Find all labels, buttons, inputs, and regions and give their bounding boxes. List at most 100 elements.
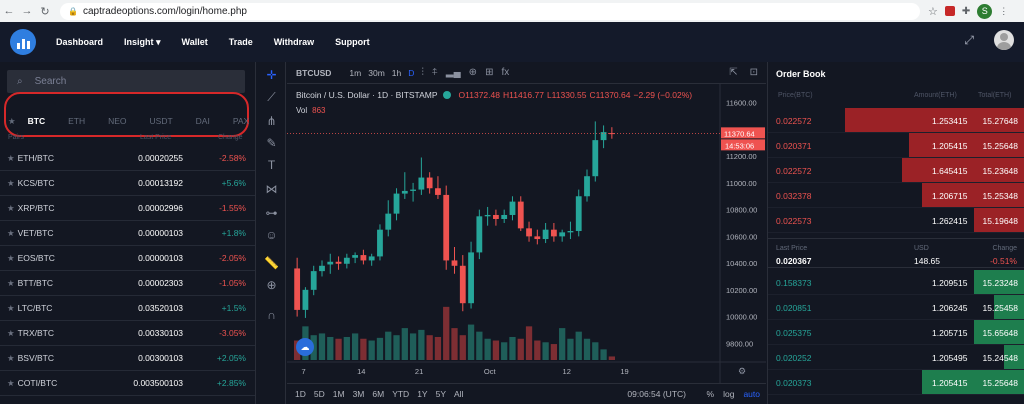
candle-style-icon[interactable]: ⍏: [431, 67, 438, 78]
bids-row[interactable]: 0.158373 1.209515 15.23248: [768, 270, 1024, 295]
asks-row[interactable]: 0.022572 1.253415 15.27648: [768, 108, 1024, 133]
user-avatar[interactable]: [994, 30, 1014, 50]
expand-chart-icon[interactable]: ⇱: [729, 67, 738, 78]
extension-icon[interactable]: [944, 6, 955, 16]
quote-tab[interactable]: USDT: [149, 116, 173, 126]
profile-avatar[interactable]: S: [977, 3, 993, 19]
camera-icon[interactable]: ⊡: [749, 67, 758, 78]
star-icon[interactable]: ★: [7, 202, 15, 213]
pattern-icon[interactable]: ⋈: [265, 182, 278, 196]
star-icon[interactable]: ★: [7, 327, 15, 338]
star-icon[interactable]: ★: [7, 352, 15, 363]
asks-row[interactable]: 0.020371 1.205415 15.25648: [768, 133, 1024, 158]
crosshair-icon[interactable]: ✛: [266, 68, 277, 82]
pair-row[interactable]: ★ TRX/BTC 0.00330103 -3.05%: [0, 321, 255, 346]
range-button[interactable]: 5D: [313, 389, 325, 399]
star-icon[interactable]: ★: [7, 152, 15, 163]
pair-row[interactable]: ★ BTT/BTC 0.00002303 -1.05%: [0, 271, 255, 296]
pair-row[interactable]: ★ ETH/BTC 0.00020255 -2.58%: [0, 146, 255, 171]
range-button[interactable]: 6M: [372, 389, 385, 399]
asks-row[interactable]: 0.022572 1.645415 15.23648: [768, 158, 1024, 183]
menu-icon[interactable]: ⋮: [999, 5, 1009, 16]
star-icon[interactable]: ★: [7, 277, 15, 288]
range-button[interactable]: YTD: [392, 389, 410, 399]
emoji-icon[interactable]: ☺: [265, 228, 278, 242]
timeframe-button[interactable]: 1h: [391, 67, 402, 78]
range-button[interactable]: 3M: [352, 389, 365, 399]
bids-row[interactable]: 0.020373 1.205415 15.25648: [768, 370, 1024, 395]
candle-body: [418, 177, 425, 190]
price-chart[interactable]: 9800.00 10000.00 10200.00 10400.00 10600.00 1…: [287, 84, 766, 383]
nav-item[interactable]: Insight ▾: [124, 36, 161, 47]
symbol-label[interactable]: BTCUSD: [296, 67, 332, 78]
measure-icon[interactable]: ⊶: [265, 206, 278, 220]
volume-bar: [327, 336, 334, 360]
forward-icon[interactable]: →: [21, 5, 33, 17]
compare-icon[interactable]: ⊕: [468, 67, 478, 78]
pitchfork-icon[interactable]: ⋔: [266, 114, 277, 128]
magnet-icon[interactable]: ∩: [267, 308, 276, 322]
star-icon[interactable]: ★: [7, 377, 15, 388]
range-button[interactable]: 1D: [295, 389, 306, 399]
timeframe-button[interactable]: 1m: [349, 67, 362, 78]
nav-item[interactable]: Dashboard: [56, 36, 104, 47]
bids-row[interactable]: 0.025375 1.205715 15.65648: [768, 320, 1024, 345]
pair-row[interactable]: ★ BSV/BTC 0.00300103 +2.05%: [0, 346, 255, 371]
quote-tab[interactable]: DAI: [195, 116, 210, 126]
bids-row[interactable]: 0.020851 1.206245 15.25458: [768, 295, 1024, 320]
nav-item[interactable]: Trade: [228, 36, 253, 47]
fx-button[interactable]: fx: [501, 67, 510, 78]
favorites-star-icon[interactable]: ★: [8, 115, 16, 126]
nav-item[interactable]: Support: [335, 36, 370, 47]
back-icon[interactable]: ←: [3, 5, 15, 17]
scale-option[interactable]: log: [723, 389, 735, 399]
range-button[interactable]: 1M: [332, 389, 345, 399]
star-icon[interactable]: ★: [7, 227, 15, 238]
zoom-in-icon[interactable]: ⊕: [266, 278, 277, 292]
star-icon[interactable]: ★: [7, 177, 15, 188]
range-button[interactable]: 1Y: [417, 389, 428, 399]
asks-row[interactable]: 0.032378 1.206715 15.25348: [768, 183, 1024, 208]
nav-item[interactable]: Wallet: [181, 36, 208, 47]
range-button[interactable]: 5Y: [435, 389, 446, 399]
brush-icon[interactable]: ✎: [266, 136, 277, 150]
star-icon[interactable]: ★: [7, 302, 15, 313]
address-bar[interactable]: 🔒 captradeoptions.com/login/home.php: [60, 2, 920, 20]
reload-icon[interactable]: ↻: [40, 5, 50, 18]
volume-bar: [517, 338, 524, 360]
puzzle-icon[interactable]: ✚: [961, 5, 971, 17]
pair-row[interactable]: ★ LTC/BTC 0.03520103 +1.5%: [0, 296, 255, 321]
pair-row[interactable]: ★ EOS/BTC 0.00000103 -2.05%: [0, 246, 255, 271]
range-button[interactable]: All: [454, 389, 464, 399]
scale-option[interactable]: %: [706, 389, 715, 399]
site-logo[interactable]: [10, 29, 36, 55]
asks-row[interactable]: 0.022573 1.262415 15.19648: [768, 208, 1024, 233]
volume-bar: [525, 326, 533, 360]
timeframe-button[interactable]: 30m: [368, 67, 385, 78]
pair-row[interactable]: ★ KCS/BTC 0.00013192 +5.6%: [0, 171, 255, 196]
trendline-icon[interactable]: ⟋: [267, 90, 276, 104]
scale-option[interactable]: auto: [743, 389, 760, 399]
quote-tab[interactable]: PAX: [232, 116, 250, 126]
ruler-icon[interactable]: 📏: [264, 256, 279, 270]
nav-item[interactable]: Withdraw: [273, 36, 315, 47]
pair-row[interactable]: ★ VET/BTC 0.00000103 +1.8%: [0, 221, 255, 246]
text-tool-icon[interactable]: T: [267, 158, 276, 172]
depth-bar: [922, 370, 1024, 394]
indicators-icon[interactable]: ⊞: [485, 67, 494, 78]
quote-tab[interactable]: BTC: [27, 116, 46, 126]
pair-row[interactable]: ★ COTI/BTC 0.003500103 +2.85%: [0, 371, 255, 396]
timeframe-button[interactable]: D: [408, 67, 415, 78]
pairs-panel: ⌕ Search ★ BTC ETH NEO USDT DAI PAX Pairs Last…: [0, 62, 256, 404]
bookmark-star-icon[interactable]: ☆: [928, 5, 938, 18]
candle-body: [410, 189, 416, 191]
quote-tab[interactable]: NEO: [108, 116, 127, 126]
search-input[interactable]: ⌕ Search: [7, 70, 245, 93]
star-icon[interactable]: ★: [7, 252, 15, 263]
fullscreen-icon[interactable]: ⤢: [964, 32, 974, 47]
pair-row[interactable]: ★ XRP/BTC 0.00002996 -1.55%: [0, 196, 255, 221]
bar-style-icon[interactable]: ⫶: [421, 67, 424, 78]
quote-tab[interactable]: ETH: [68, 116, 86, 126]
bids-row[interactable]: 0.020252 1.205495 15.24548: [768, 345, 1024, 370]
area-style-icon[interactable]: ▂▄: [445, 67, 461, 78]
